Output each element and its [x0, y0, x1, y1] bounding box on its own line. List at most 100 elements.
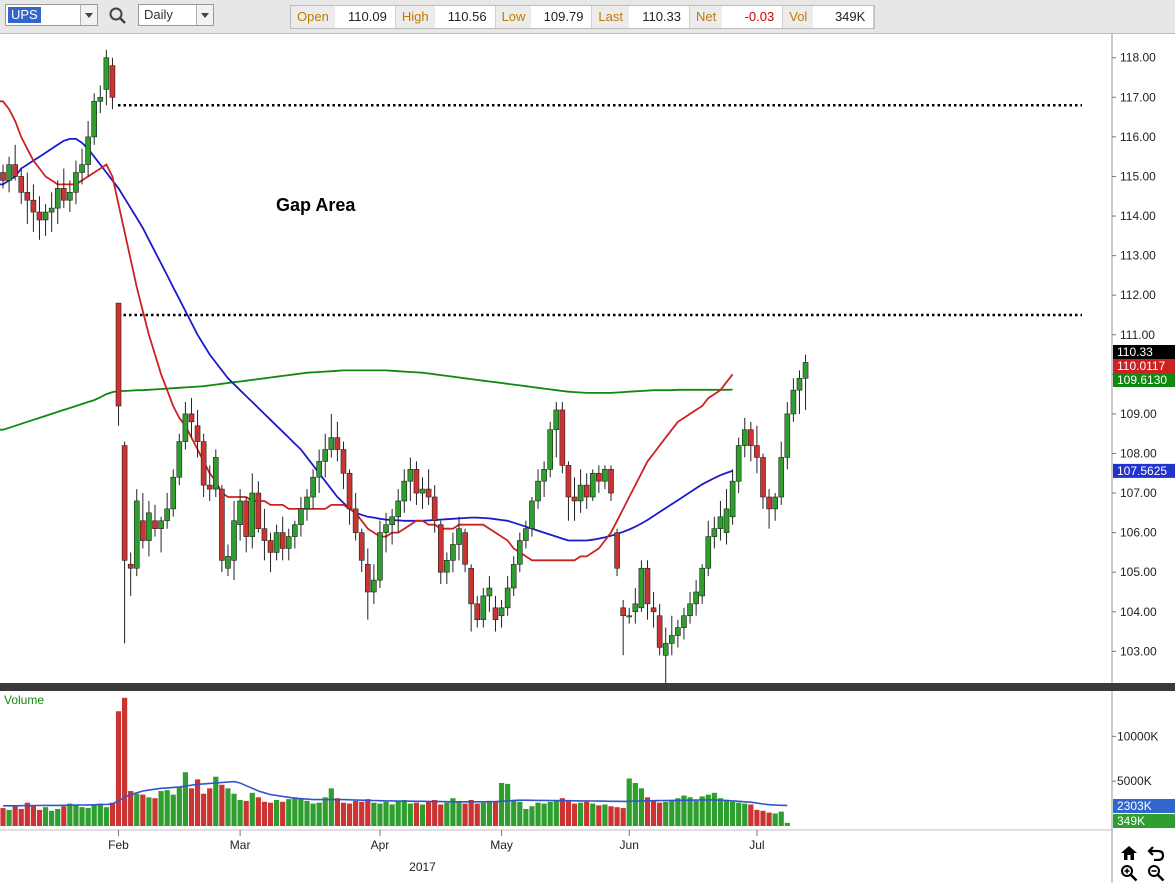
price-tick-label: 108.00 — [1120, 446, 1157, 460]
candle — [249, 473, 256, 549]
symbol-dropdown-arrow-icon[interactable] — [80, 5, 97, 25]
volume-bar — [778, 811, 784, 826]
candle-body — [383, 524, 389, 533]
candle — [115, 302, 122, 426]
volume-bar — [334, 798, 340, 826]
volume-bar — [553, 800, 559, 826]
candle-body — [219, 488, 225, 561]
candle — [267, 532, 274, 573]
volume-bar — [486, 800, 492, 826]
candle-body — [371, 579, 377, 593]
volume-bar — [140, 794, 146, 826]
volume-bar — [115, 711, 122, 826]
volume-bar — [286, 799, 292, 826]
volume-bar — [55, 808, 61, 826]
candle — [255, 481, 262, 533]
candle-body — [735, 445, 742, 482]
candle-body — [748, 429, 754, 446]
candle — [24, 172, 31, 224]
volume-bar — [444, 802, 450, 826]
volume-bar — [310, 803, 316, 826]
candle-body — [419, 488, 426, 494]
volume-bar — [194, 779, 201, 826]
volume-bar — [371, 802, 377, 826]
volume-bar — [67, 803, 73, 826]
volume-bar — [462, 803, 468, 826]
candle-body — [602, 469, 608, 482]
candle — [589, 469, 596, 501]
candle — [285, 528, 292, 561]
period-dropdown-arrow-icon[interactable] — [196, 5, 213, 25]
candle — [693, 580, 699, 616]
candle-body — [431, 496, 438, 522]
volume-bar — [353, 800, 359, 826]
candle — [802, 354, 809, 410]
volume-panel-label: Volume — [4, 693, 44, 707]
volume-bar — [426, 801, 432, 826]
candle — [298, 497, 304, 537]
candle — [67, 180, 73, 213]
candle — [352, 493, 359, 541]
candle-body — [772, 496, 778, 510]
candle-body — [140, 520, 146, 541]
candle — [425, 469, 432, 505]
volume-bar — [170, 794, 176, 826]
volume-bar — [176, 786, 182, 826]
candle-body — [91, 100, 97, 138]
candle — [334, 421, 341, 462]
home-icon[interactable] — [1120, 845, 1138, 861]
candle — [158, 516, 164, 553]
volume-bar — [24, 802, 30, 826]
symbol-selector[interactable]: UPS — [5, 4, 98, 26]
candle-body — [6, 164, 12, 181]
period-selector[interactable]: Daily — [138, 4, 214, 26]
candle-body — [608, 469, 614, 494]
price-chart[interactable]: Gap Area 118.00 117.00 116.00 115.00 114.00 1… — [0, 34, 1175, 883]
symbol-text[interactable]: UPS — [8, 7, 41, 23]
candle — [583, 473, 590, 509]
candle-body — [97, 97, 104, 102]
candle — [407, 457, 414, 501]
volume-bar — [590, 803, 596, 826]
candle — [273, 524, 280, 561]
candle-body — [529, 500, 535, 529]
candle — [796, 370, 803, 414]
candle-body — [413, 469, 420, 494]
candle — [559, 402, 566, 474]
volume-bar — [0, 808, 6, 826]
candle-body — [577, 484, 584, 502]
search-icon[interactable] — [108, 6, 128, 26]
candle-body — [741, 429, 748, 446]
volume-marker-label: 349K — [1117, 814, 1145, 828]
candle-body — [340, 449, 347, 474]
volume-bar — [152, 798, 158, 826]
candle — [754, 425, 760, 474]
candle-body — [711, 528, 718, 537]
candle-body — [267, 540, 274, 553]
period-text[interactable]: Daily — [144, 7, 173, 22]
volume-bar — [517, 801, 523, 826]
candle-body — [310, 476, 316, 498]
volume-bar — [146, 797, 152, 826]
price-tick-label: 109.00 — [1120, 407, 1157, 421]
candle — [419, 477, 426, 509]
volume-bar — [359, 801, 365, 826]
candle — [468, 564, 474, 632]
volume-bar — [650, 800, 657, 826]
zoom-in-icon[interactable] — [1120, 864, 1138, 882]
volume-bar — [395, 800, 401, 826]
candle-body — [146, 512, 152, 541]
volume-bar — [754, 809, 760, 826]
volume-bar — [632, 782, 638, 826]
candle-body — [213, 457, 219, 490]
candle — [717, 500, 724, 541]
candle-body — [152, 520, 158, 529]
candle — [748, 421, 754, 462]
volume-bar — [249, 792, 255, 826]
back-arrow-icon[interactable] — [1147, 845, 1165, 861]
candle-body — [24, 191, 31, 201]
candle — [516, 532, 523, 573]
price-tick-label: 117.00 — [1120, 90, 1156, 104]
candle — [650, 591, 657, 628]
zoom-out-icon[interactable] — [1147, 864, 1165, 882]
